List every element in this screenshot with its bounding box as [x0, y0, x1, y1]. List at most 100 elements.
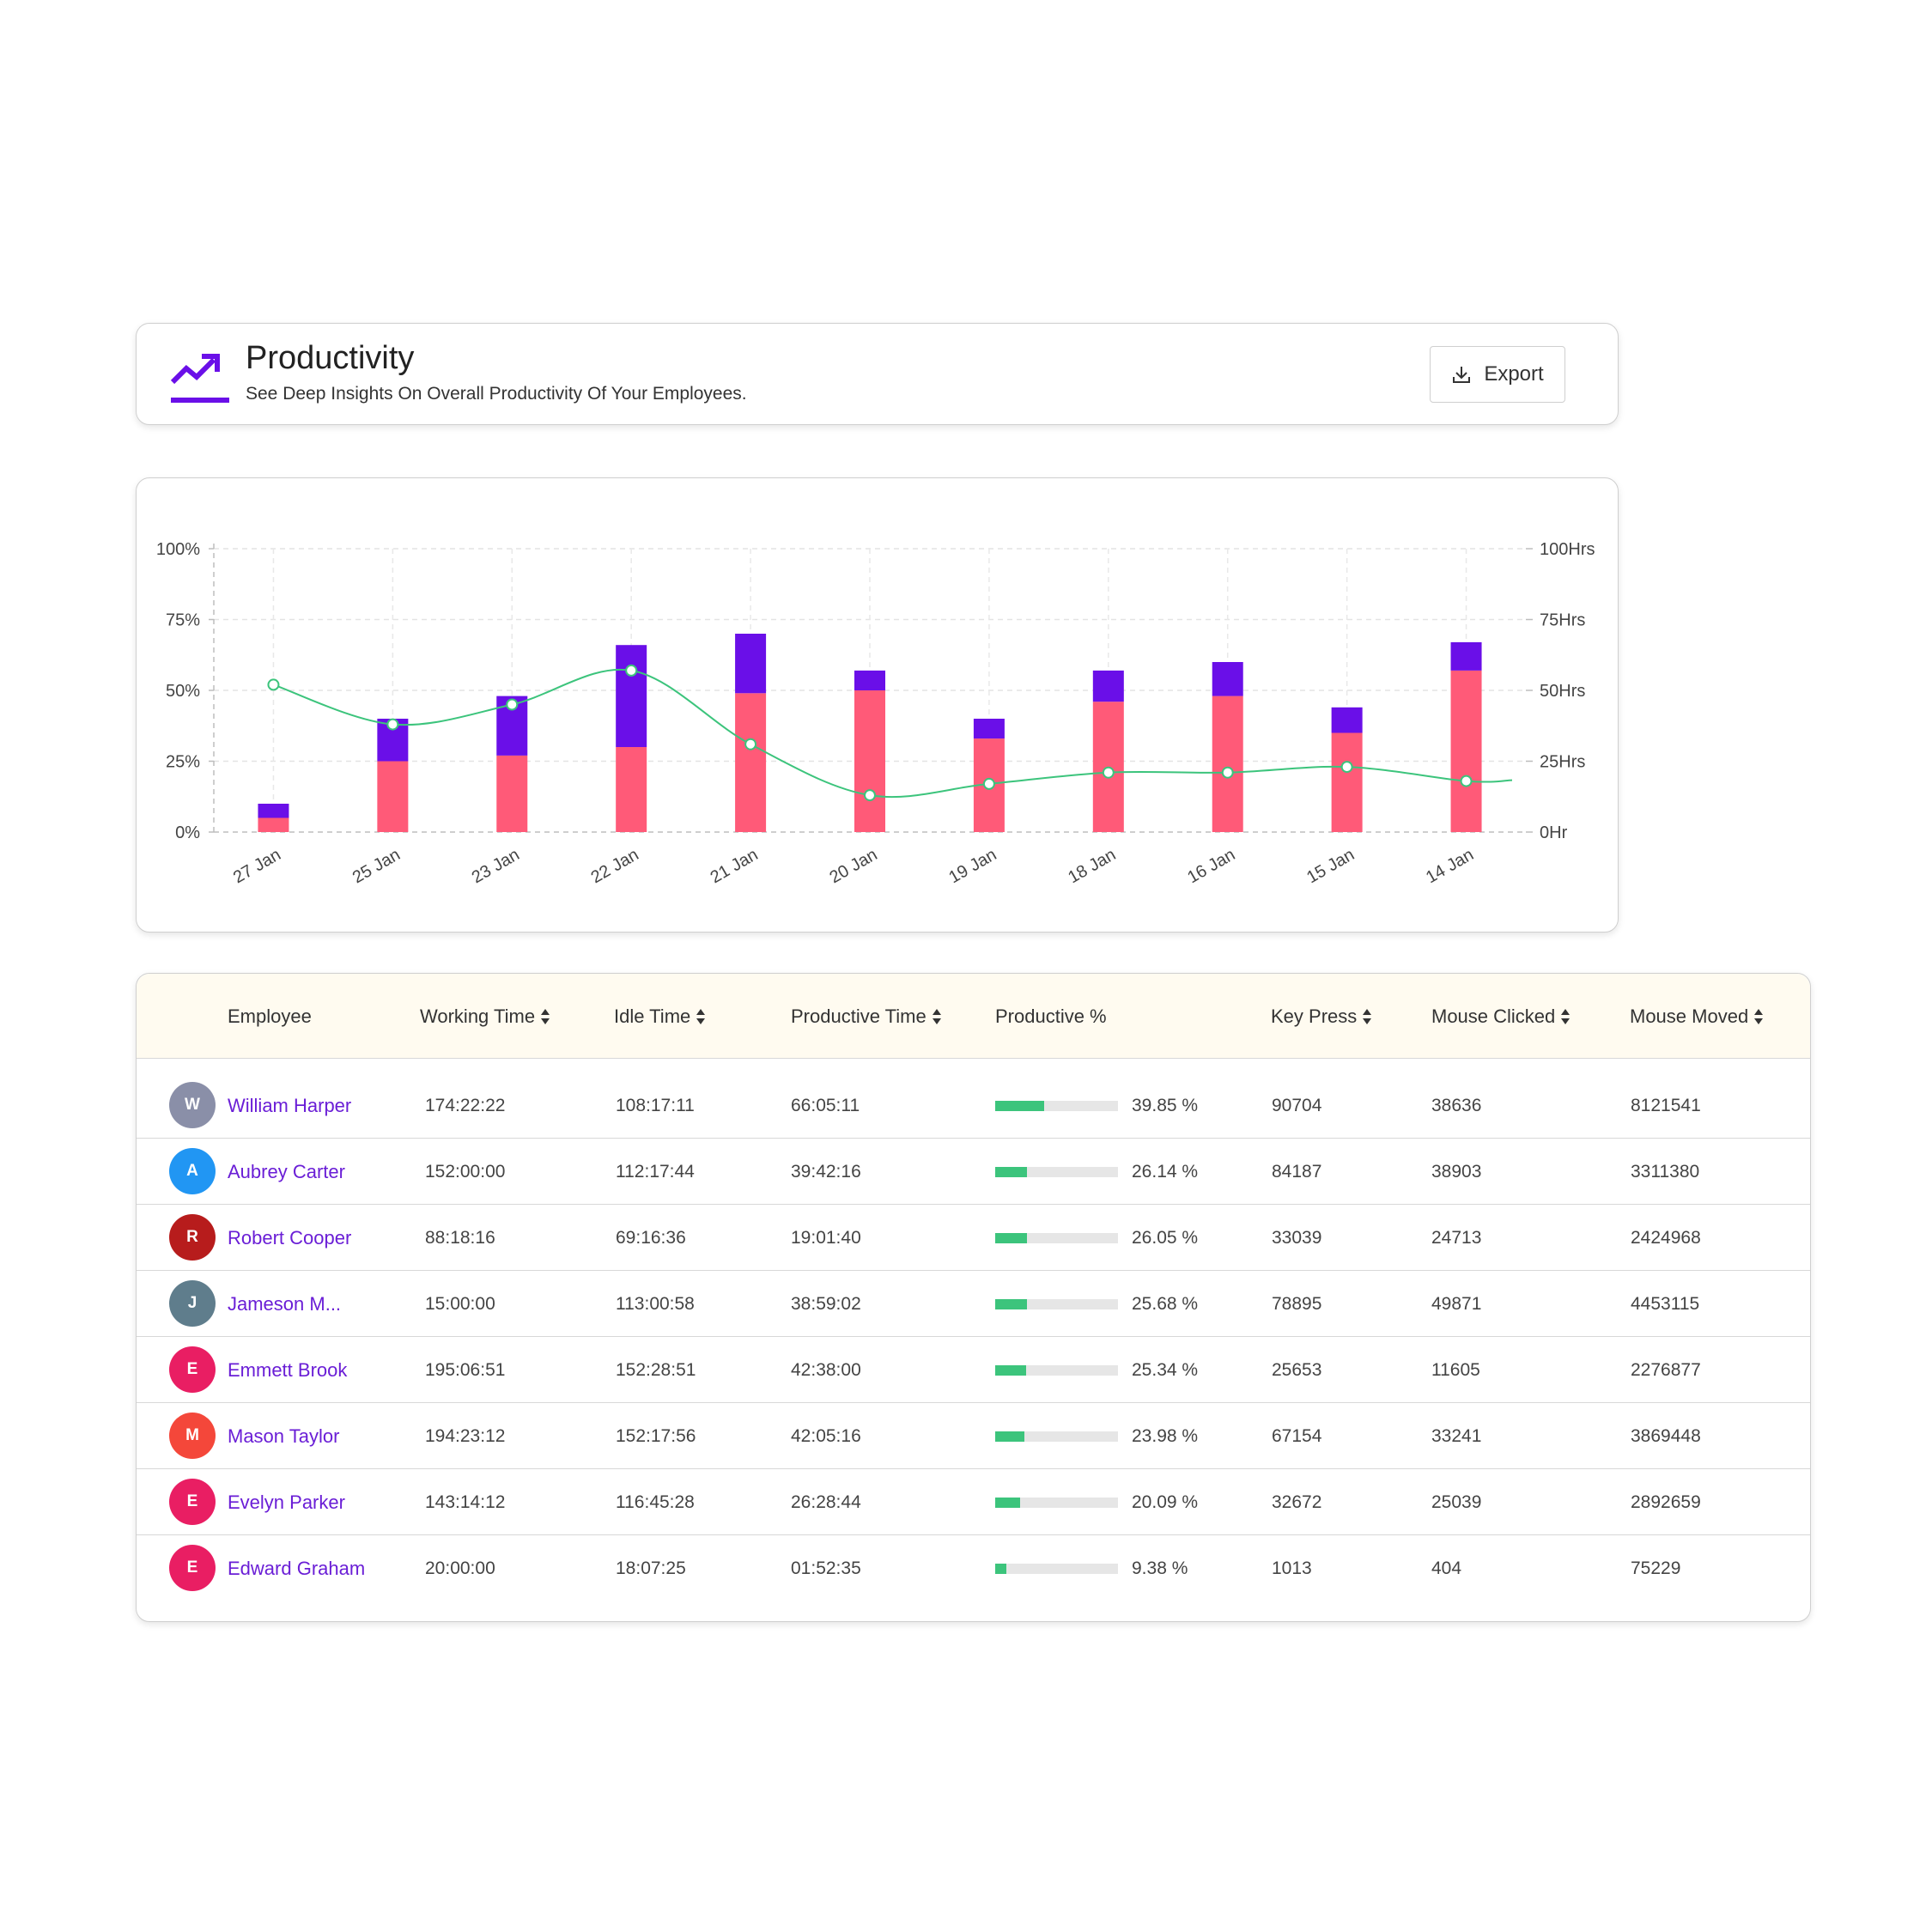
avatar: E — [169, 1479, 216, 1525]
cell-productive-time: 42:05:16 — [791, 1425, 861, 1446]
column-header-label: Key Press — [1271, 1005, 1358, 1027]
productive-progress-bar — [995, 1233, 1118, 1243]
sort-icon[interactable] — [1362, 1008, 1372, 1025]
download-icon — [1453, 367, 1471, 383]
cell-working-time: 194:23:12 — [425, 1425, 506, 1446]
table-row: E Edward Graham 20:00:00 18:07:25 01:52:35 9.… — [137, 1535, 1810, 1601]
table-row: E Evelyn Parker 143:14:12 116:45:28 26:28:44… — [137, 1469, 1810, 1535]
avatar: J — [169, 1280, 216, 1327]
bar-segment-1 — [1450, 641, 1482, 671]
x-axis-label: 20 Jan — [826, 845, 880, 887]
productive-progress-bar — [995, 1498, 1118, 1508]
cell-mouse-moved: 8121541 — [1631, 1095, 1701, 1115]
cell-working-time: 195:06:51 — [425, 1359, 506, 1380]
productive-progress-fill — [995, 1431, 1025, 1442]
table-row: R Robert Cooper 88:18:16 69:16:36 19:01:40 26… — [137, 1205, 1810, 1271]
employee-table: Employee Working Time Idle Time Productive … — [136, 973, 1811, 1622]
cell-employee[interactable]: Jameson M... — [228, 1292, 342, 1315]
cell-employee[interactable]: Emmett Brook — [228, 1358, 348, 1381]
sort-icon[interactable] — [1560, 1008, 1571, 1025]
x-axis-label: 16 Jan — [1184, 845, 1238, 887]
productive-progress-bar — [995, 1431, 1118, 1442]
cell-idle-time: 108:17:11 — [616, 1095, 695, 1115]
avatar: R — [169, 1214, 216, 1261]
export-label: Export — [1484, 362, 1544, 386]
cell-mouse-clicked: 24713 — [1431, 1227, 1482, 1248]
cell-mouse-clicked: 11605 — [1431, 1359, 1480, 1380]
cell-employee[interactable]: Aubrey Carter — [228, 1160, 345, 1182]
cell-productive-percent: 26.14 % — [1132, 1161, 1199, 1182]
right-axis-label: 75Hrs — [1540, 611, 1585, 630]
productive-progress-fill — [995, 1365, 1027, 1376]
right-axis-label: 25Hrs — [1540, 753, 1585, 772]
column-header-productive-time[interactable]: Productive Time — [791, 974, 942, 1059]
x-axis-label: 15 Jan — [1303, 845, 1358, 887]
cell-key-press: 25653 — [1272, 1359, 1322, 1380]
column-header-label: Idle Time — [614, 1005, 691, 1027]
bar-segment-1 — [1331, 707, 1363, 733]
sort-icon[interactable] — [540, 1008, 550, 1025]
column-header-idle-time[interactable]: Idle Time — [614, 974, 706, 1059]
column-header-mouse-clicked[interactable]: Mouse Clicked — [1431, 974, 1571, 1059]
bar-segment-1 — [616, 645, 647, 747]
export-button[interactable]: Export — [1430, 346, 1565, 403]
productive-progress-fill — [995, 1167, 1028, 1177]
sort-icon[interactable] — [1753, 1008, 1764, 1025]
cell-productive-time: 38:59:02 — [791, 1293, 861, 1314]
cell-productive-time: 19:01:40 — [791, 1227, 861, 1248]
productive-progress-fill — [995, 1233, 1028, 1243]
cell-key-press: 67154 — [1272, 1425, 1322, 1446]
line-series — [273, 668, 1513, 799]
cell-employee[interactable]: Robert Cooper — [228, 1226, 352, 1249]
cell-mouse-clicked: 38903 — [1431, 1161, 1482, 1182]
cell-employee[interactable]: William Harper — [228, 1094, 352, 1116]
productive-progress-bar — [995, 1167, 1118, 1177]
cell-employee[interactable]: Mason Taylor — [228, 1425, 340, 1447]
left-axis-label: 75% — [166, 611, 200, 630]
bar-segment-0 — [1450, 670, 1482, 832]
cell-productive-time: 39:42:16 — [791, 1161, 861, 1182]
avatar: M — [169, 1413, 216, 1459]
line-point — [982, 777, 995, 790]
cell-working-time: 88:18:16 — [425, 1227, 495, 1248]
cell-mouse-moved: 2424968 — [1631, 1227, 1701, 1248]
cell-key-press: 78895 — [1272, 1293, 1322, 1314]
productive-progress-fill — [995, 1101, 1044, 1111]
x-axis-label: 21 Jan — [708, 845, 762, 887]
cell-idle-time: 112:17:44 — [616, 1161, 695, 1182]
left-axis-label: 0% — [175, 823, 200, 842]
cell-employee[interactable]: Evelyn Parker — [228, 1491, 345, 1513]
cell-idle-time: 18:07:25 — [616, 1558, 686, 1578]
cell-productive-percent: 39.85 % — [1132, 1095, 1199, 1115]
line-point — [267, 678, 280, 691]
column-header-label: Mouse Clicked — [1431, 1005, 1556, 1027]
cell-mouse-clicked: 49871 — [1431, 1293, 1482, 1314]
cell-key-press: 32672 — [1272, 1492, 1322, 1512]
table-row: M Mason Taylor 194:23:12 152:17:56 42:05:16 2… — [137, 1403, 1810, 1469]
line-point — [386, 718, 399, 731]
avatar: E — [169, 1545, 216, 1591]
table-row: J Jameson M... 15:00:00 113:00:58 38:59:02 25… — [137, 1271, 1810, 1337]
cell-productive-percent: 20.09 % — [1132, 1492, 1199, 1512]
cell-key-press: 84187 — [1272, 1161, 1322, 1182]
cell-productive-percent: 23.98 % — [1132, 1425, 1199, 1446]
column-header-mouse-moved[interactable]: Mouse Moved — [1630, 974, 1764, 1059]
column-header-working-time[interactable]: Working Time — [420, 974, 550, 1059]
table-header: Employee Working Time Idle Time Productive … — [137, 974, 1810, 1059]
avatar: E — [169, 1346, 216, 1393]
cell-productive-time: 26:28:44 — [791, 1492, 861, 1512]
productive-progress-fill — [995, 1299, 1027, 1309]
x-axis-label: 14 Jan — [1423, 845, 1477, 887]
avatar: A — [169, 1148, 216, 1194]
cell-employee[interactable]: Edward Graham — [228, 1557, 366, 1579]
table-row: W William Harper 174:22:22 108:17:11 66:05:1… — [137, 1072, 1810, 1139]
sort-icon[interactable] — [932, 1008, 942, 1025]
sort-icon[interactable] — [696, 1008, 706, 1025]
column-header-employee: Employee — [228, 974, 312, 1059]
cell-idle-time: 152:17:56 — [616, 1425, 696, 1446]
cell-productive-time: 66:05:11 — [791, 1095, 860, 1115]
productive-progress-fill — [995, 1564, 1007, 1574]
chart-card: 0% 0Hr 25% 25Hrs 50% 50Hrs 75% 75Hrs 100% 100Hrs 2… — [136, 477, 1619, 933]
avatar: W — [169, 1082, 216, 1128]
column-header-key-press[interactable]: Key Press — [1271, 974, 1372, 1059]
